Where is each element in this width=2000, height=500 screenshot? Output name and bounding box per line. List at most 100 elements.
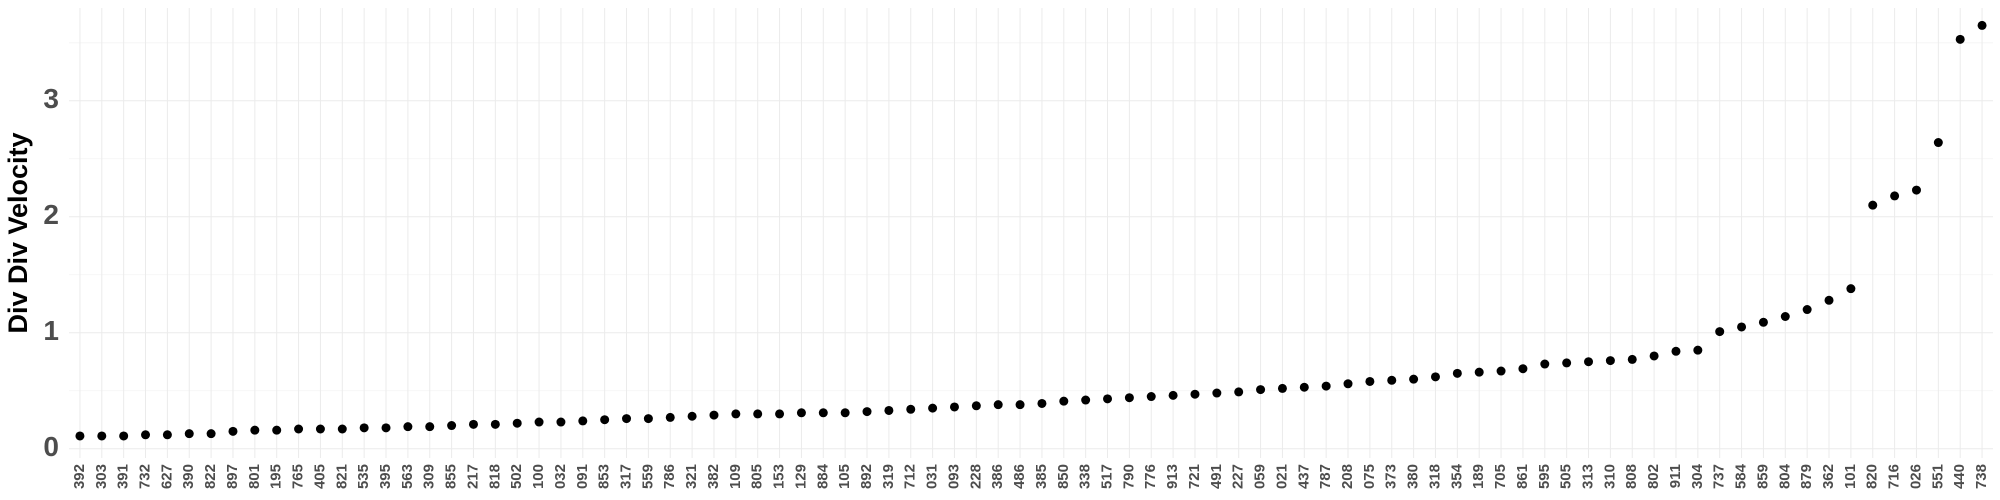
x-tick-label: 801 [246, 464, 263, 489]
dot [1955, 34, 1965, 44]
dot [1321, 381, 1331, 391]
dot [556, 417, 566, 427]
x-tick-label: 109 [727, 464, 744, 489]
x-tick-label: 738 [1973, 464, 1990, 489]
x-tick-label: 440 [1951, 464, 1968, 489]
x-tick-label: 884 [814, 463, 831, 489]
x-tick-label: 804 [1776, 463, 1793, 489]
dot [643, 414, 653, 424]
dot [381, 423, 391, 433]
x-tick-label: 321 [683, 464, 700, 489]
dot [1933, 138, 1943, 148]
dot [1212, 388, 1222, 398]
dot [884, 405, 894, 415]
dot [971, 401, 981, 411]
x-tick-label: 853 [596, 464, 613, 489]
x-tick-label: 776 [1142, 464, 1159, 489]
dot [228, 426, 238, 436]
y-axis-title: Div Div Velocity [3, 132, 33, 333]
x-tick-label: 855 [443, 464, 460, 489]
dot [862, 407, 872, 417]
dot [1540, 359, 1550, 369]
x-tick-label: 405 [311, 464, 328, 489]
x-tick-label: 105 [836, 464, 853, 489]
x-tick-label: 861 [1514, 464, 1531, 489]
x-tick-label: 380 [1405, 464, 1422, 489]
x-tick-label: 737 [1711, 464, 1728, 489]
dot [1693, 345, 1703, 355]
x-tick-label: 517 [1098, 464, 1115, 489]
y-tick-label: 0 [43, 431, 59, 462]
dot [1146, 392, 1156, 402]
dot [1103, 394, 1113, 404]
dot [1168, 390, 1178, 400]
dot [928, 403, 938, 413]
dot [1868, 200, 1878, 210]
dot [359, 423, 369, 433]
x-tick-label: 595 [1536, 464, 1553, 489]
dot [1496, 366, 1506, 376]
dot [1081, 395, 1091, 405]
x-tick-label: 563 [399, 464, 416, 489]
dot [206, 429, 216, 439]
dot [1584, 357, 1594, 367]
x-tick-label: 309 [421, 464, 438, 489]
x-tick-label: 129 [792, 464, 809, 489]
x-tick-label: 318 [1426, 464, 1443, 489]
y-tick-label: 2 [43, 199, 59, 230]
dot [1802, 305, 1812, 315]
x-tick-label: 818 [486, 464, 503, 489]
dot [1234, 387, 1244, 397]
x-tick-label: 091 [574, 464, 591, 489]
dot [1430, 372, 1440, 382]
dot [1059, 396, 1069, 406]
dot [1562, 358, 1572, 368]
x-tick-label: 505 [1558, 464, 1575, 489]
x-tick-label: 822 [202, 464, 219, 489]
dot [315, 424, 325, 434]
x-tick-label: 721 [1186, 464, 1203, 489]
dot [447, 421, 457, 431]
x-tick-label: 732 [136, 464, 153, 489]
x-tick-label: 712 [902, 464, 919, 489]
x-tick-label: 093 [945, 464, 962, 489]
dot [1518, 364, 1528, 374]
x-tick-label: 559 [639, 464, 656, 489]
x-tick-label: 705 [1492, 464, 1509, 489]
dot [1299, 382, 1309, 392]
dot [1715, 327, 1725, 337]
x-tick-label: 627 [158, 464, 175, 489]
x-tick-label: 317 [617, 464, 634, 489]
dot [141, 430, 151, 440]
x-tick-label: 535 [355, 464, 372, 489]
dot [1474, 367, 1484, 377]
x-tick-label: 491 [1208, 464, 1225, 489]
dot [534, 417, 544, 427]
x-tick-label: 808 [1623, 464, 1640, 489]
dot [1824, 295, 1834, 305]
dot [1890, 191, 1900, 201]
dot [796, 408, 806, 418]
x-tick-label: 584 [1733, 463, 1750, 489]
dot [512, 418, 522, 428]
dot [272, 425, 282, 435]
x-tick-label: 551 [1929, 464, 1946, 489]
dot [468, 419, 478, 429]
dot [1911, 185, 1921, 195]
x-tick-label: 362 [1820, 464, 1837, 489]
dot [775, 409, 785, 419]
x-tick-label: 790 [1120, 464, 1137, 489]
dot [1452, 368, 1462, 378]
x-tick-label: 227 [1230, 464, 1247, 489]
x-tick-label: 913 [1164, 464, 1181, 489]
dot [403, 422, 413, 432]
dot [1277, 383, 1287, 393]
dot [1780, 312, 1790, 322]
x-tick-label: 059 [1252, 464, 1269, 489]
x-tick-label: 805 [749, 464, 766, 489]
dot [1343, 379, 1353, 389]
x-tick-label: 100 [530, 464, 547, 489]
dot [731, 409, 741, 419]
dot [1977, 20, 1987, 30]
x-tick-label: 390 [180, 464, 197, 489]
